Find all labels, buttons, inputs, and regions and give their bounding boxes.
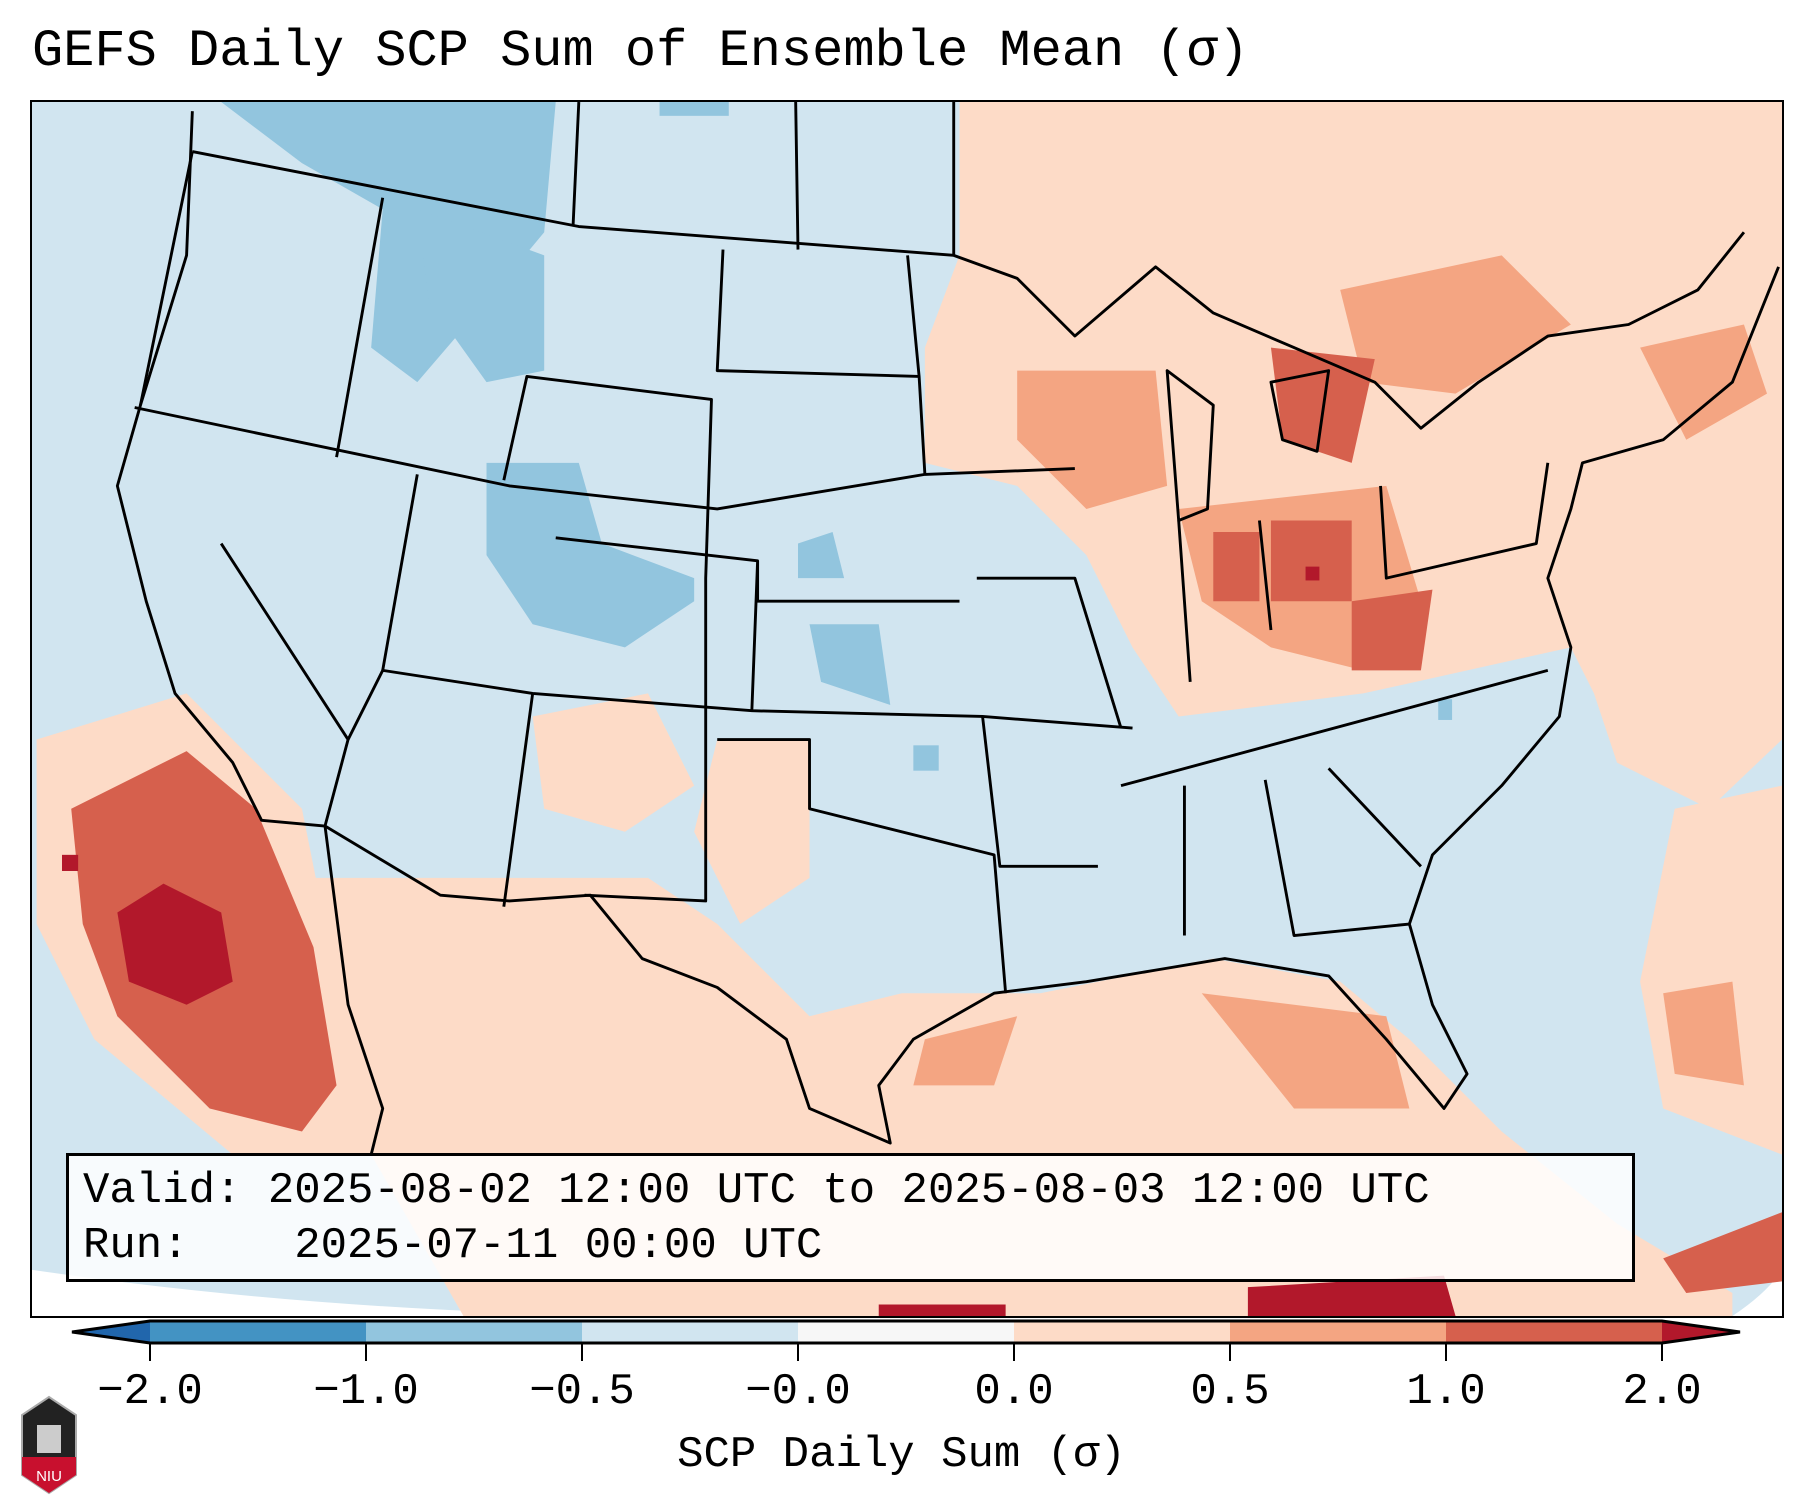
colorbar-tick [581, 1343, 583, 1361]
colorbar-tick-label: −0.0 [745, 1367, 851, 1417]
coastlines-borders [115, 102, 1780, 1155]
colorbar-tick [1661, 1343, 1663, 1361]
colorbar-tick-label: 1.0 [1406, 1367, 1486, 1417]
colorbar-segment [798, 1321, 1015, 1343]
svg-text:NIU: NIU [36, 1468, 62, 1485]
valid-label: Valid: [83, 1166, 242, 1216]
valid-time-range: 2025-08-02 12:00 UTC to 2025-08-03 12:00… [267, 1166, 1430, 1216]
colorbar-tick-label: −1.0 [313, 1367, 419, 1417]
colorbar-tick [797, 1343, 799, 1361]
colorbar [71, 1319, 1741, 1345]
run-time: 2025-07-11 00:00 UTC [294, 1221, 823, 1271]
projection-edge [1732, 1269, 1782, 1316]
cool-anomaly [221, 102, 1453, 771]
colorbar-segment [150, 1321, 367, 1343]
colorbar-segment [1230, 1321, 1447, 1343]
colorbar-tick-label: −0.5 [529, 1367, 635, 1417]
chart-title: GEFS Daily SCP Sum of Ensemble Mean (σ) [32, 22, 1249, 81]
colorbar-tick-label: −2.0 [97, 1367, 203, 1417]
colorbar-tick [1445, 1343, 1447, 1361]
colorbar-extend-low [72, 1321, 150, 1343]
run-label: Run: [83, 1221, 189, 1271]
colorbar-segment [1446, 1321, 1663, 1343]
colorbar-swatches [71, 1319, 1741, 1345]
warm-anomaly-extreme [61, 566, 1456, 1316]
colorbar-tick-label: 0.0 [974, 1367, 1054, 1417]
valid-run-info-box: Valid: 2025-08-02 12:00 UTC to 2025-08-0… [66, 1153, 1635, 1282]
colorbar-extend-high [1662, 1321, 1740, 1343]
colorbar-tick [1013, 1343, 1015, 1361]
projection-edge [32, 1269, 695, 1316]
niu-logo: NIU [20, 1395, 78, 1495]
colorbar-segment [1014, 1321, 1231, 1343]
colorbar-segment [366, 1321, 583, 1343]
map-panel [30, 100, 1784, 1318]
scp-map [32, 102, 1782, 1316]
colorbar-label: SCP Daily Sum (σ) [677, 1430, 1126, 1480]
colorbar-tick [1229, 1343, 1231, 1361]
colorbar-segment [582, 1321, 799, 1343]
colorbar-tick [365, 1343, 367, 1361]
colorbar-tick-label: 0.5 [1190, 1367, 1270, 1417]
colorbar-tick-label: 2.0 [1622, 1367, 1702, 1417]
colorbar-tick [149, 1343, 151, 1361]
